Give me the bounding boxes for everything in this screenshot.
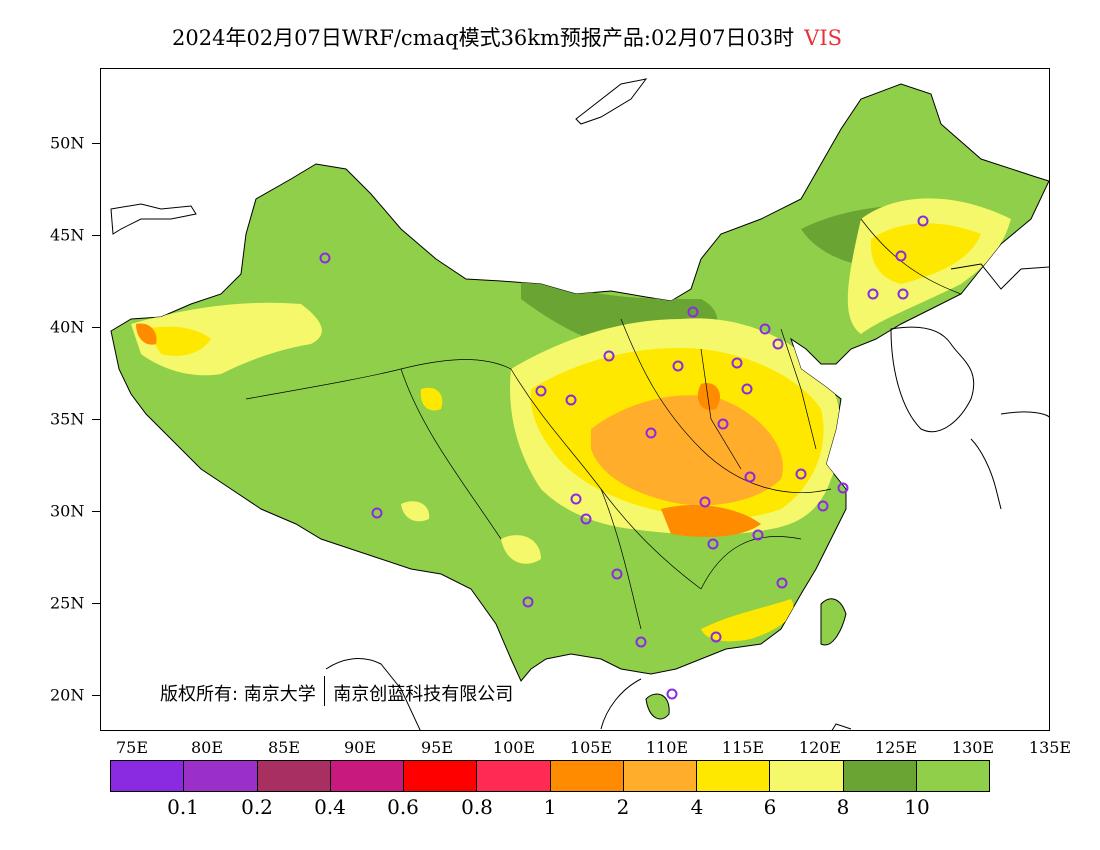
legend-swatch [330,761,404,791]
lat-tick [92,143,100,144]
legend-swatch [697,761,771,791]
copyright-separator [323,676,326,706]
lon-label-105e: 105E [569,738,613,757]
lon-label-90e: 90E [343,738,377,757]
lon-label-130e: 130E [951,738,995,757]
lat-label-35n: 35N [50,409,85,429]
legend-swatch [623,761,697,791]
copyright-left: 版权所有: 南京大学 [160,684,316,705]
legend-swatch [257,761,331,791]
legend-swatch [770,761,844,791]
lon-label-75e: 75E [115,738,149,757]
legend-swatch [843,761,917,791]
lat-tick [92,235,100,236]
legend-label-8: 8 [836,795,850,819]
map-title: 2024年02月07日WRF/cmaq模式36km预报产品:02月07日03时 V… [172,22,842,52]
lat-tick [92,695,100,696]
lat-label-25n: 25N [50,593,85,613]
lat-label-20n: 20N [50,685,85,705]
lat-tick [92,511,100,512]
copyright-notice: 版权所有: 南京大学 南京创蓝科技有限公司 [160,676,514,710]
legend-label-10: 10 [904,795,930,819]
lon-label-95e: 95E [420,738,454,757]
lat-tick [92,603,100,604]
legend-swatch [916,761,989,791]
lat-label-30n: 30N [50,501,85,521]
legend-label-4: 4 [690,795,704,819]
lon-label-120e: 120E [798,738,842,757]
legend-swatch [111,761,185,791]
legend-label-0-2: 0.2 [241,795,273,819]
legend-swatch [550,761,624,791]
map-svg [110,78,1049,730]
lon-label-110e: 110E [645,738,689,757]
lat-tick [92,419,100,420]
province-boundaries [245,218,962,630]
lon-label-115e: 115E [721,738,765,757]
station-markers [319,215,929,700]
copyright-right: 南京创蓝科技有限公司 [333,684,514,705]
lat-tick [92,327,100,328]
legend-label-2: 2 [616,795,630,819]
legend-swatch [477,761,551,791]
title-variable: VIS [804,26,843,50]
legend-swatch [404,761,478,791]
lat-label-50n: 50N [50,133,85,153]
coastlines [110,78,1049,730]
lon-label-85e: 85E [267,738,301,757]
lon-label-125e: 125E [874,738,918,757]
lat-label-45n: 45N [50,225,85,245]
lon-label-80e: 80E [190,738,224,757]
legend-label-0-1: 0.1 [167,795,199,819]
lon-label-100e: 100E [492,738,536,757]
legend-label-1: 1 [543,795,557,819]
legend-label-6: 6 [763,795,777,819]
lat-label-40n: 40N [50,317,85,337]
legend-label-0-6: 0.6 [387,795,419,819]
legend-color-bar [110,760,990,792]
legend-swatch [184,761,258,791]
lon-label-135e: 135E [1028,738,1072,757]
legend-label-0-4: 0.4 [314,795,346,819]
legend-label-0-8: 0.8 [461,795,493,819]
map-frame[interactable] [100,68,1050,731]
title-main: 2024年02月07日WRF/cmaq模式36km预报产品:02月07日03时 [172,26,795,50]
